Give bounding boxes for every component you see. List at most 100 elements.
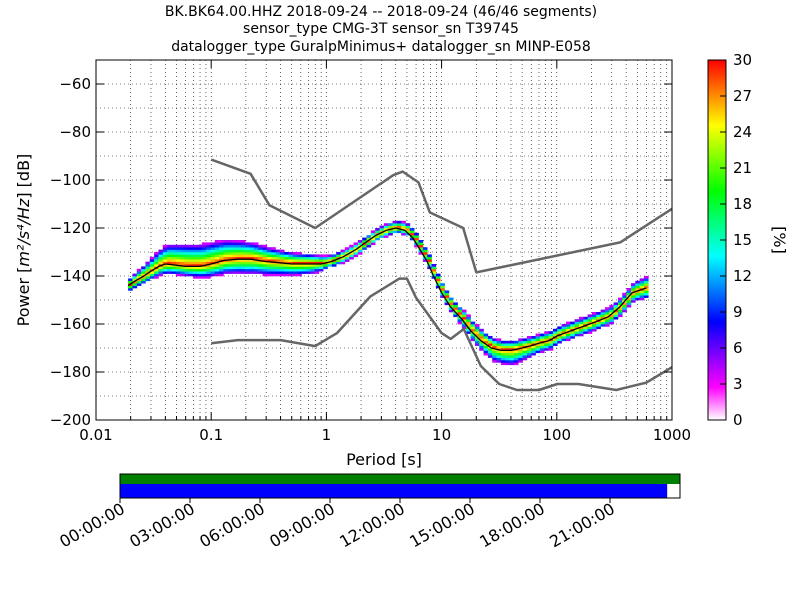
- psd-cell: [353, 247, 359, 250]
- psd-cell: [197, 259, 203, 262]
- psd-cell: [219, 273, 224, 277]
- psd-cell: [253, 271, 259, 274]
- psd-cell: [162, 256, 168, 260]
- psd-cell: [600, 309, 606, 313]
- psd-cell: [206, 254, 211, 258]
- psd-cell: [240, 256, 246, 260]
- psd-cell: [262, 256, 268, 260]
- psd-cell: [132, 283, 138, 286]
- psd-cell: [227, 266, 233, 270]
- psd-cell: [509, 360, 515, 363]
- psd-cell: [600, 319, 606, 322]
- psd-cell: [327, 261, 333, 265]
- psd-cell: [236, 261, 242, 265]
- psd-cell: [197, 249, 203, 253]
- psd-cell: [505, 345, 510, 349]
- psd-cell: [526, 336, 532, 339]
- psd-cell: [236, 254, 242, 258]
- psd-cell: [301, 271, 307, 274]
- psd-cell: [583, 326, 588, 330]
- psd-cell: [240, 254, 246, 258]
- psd-cell: [643, 276, 649, 279]
- psd-cell: [162, 254, 168, 258]
- psd-cell: [297, 254, 302, 258]
- psd-cell: [262, 259, 268, 262]
- psd-cell: [149, 271, 155, 274]
- psd-cell: [210, 244, 216, 248]
- psd-cell: [184, 273, 190, 277]
- psd-cell: [128, 280, 133, 284]
- psd-cell: [223, 261, 229, 265]
- psd-cell: [570, 331, 575, 334]
- colorbar-tick-label: 24: [733, 123, 752, 141]
- psd-cell: [214, 240, 220, 243]
- psd-cell: [197, 266, 203, 270]
- psd-cell: [275, 256, 281, 260]
- psd-cell: [223, 242, 229, 246]
- psd-cell: [201, 252, 207, 255]
- psd-cell: [370, 232, 376, 236]
- psd-cell: [609, 309, 614, 313]
- psd-cell: [175, 271, 181, 274]
- psd-cell: [188, 256, 194, 260]
- psd-cell: [479, 348, 484, 351]
- psd-cell: [271, 264, 276, 267]
- psd-cell: [249, 247, 255, 250]
- psd-cell: [149, 259, 155, 262]
- psd-cell: [639, 285, 645, 289]
- x-tick-label: 1000: [653, 426, 691, 444]
- psd-cell: [522, 355, 528, 358]
- psd-cell: [505, 355, 510, 358]
- psd-cell: [162, 249, 168, 253]
- psd-cell: [223, 256, 229, 260]
- psd-cell: [587, 319, 593, 322]
- psd-cell: [206, 247, 211, 250]
- psd-cell: [578, 321, 584, 325]
- psd-cell: [630, 285, 636, 289]
- psd-plot: 0.01 0.1 1 10 100 1000 −60 −80 −100 −120 −140 −160…: [14, 59, 691, 469]
- psd-cell: [613, 307, 619, 310]
- psd-cell: [513, 343, 519, 346]
- psd-cell: [487, 336, 493, 339]
- psd-cell: [409, 230, 415, 234]
- psd-cell: [639, 280, 645, 284]
- psd-cell: [635, 288, 640, 291]
- psd-cell: [591, 316, 597, 320]
- psd-cell: [158, 271, 164, 274]
- psd-cell: [297, 271, 302, 274]
- psd-cell: [500, 362, 506, 366]
- psd-cell: [440, 288, 445, 291]
- psd-cell: [349, 256, 354, 260]
- psd-cell: [197, 254, 203, 258]
- psd-cell: [184, 256, 190, 260]
- psd-cell: [214, 271, 220, 274]
- psd-cell: [587, 331, 593, 334]
- psd-cell: [201, 276, 207, 279]
- psd-cell: [141, 268, 146, 272]
- psd-cell: [128, 285, 133, 289]
- psd-cell: [578, 333, 584, 337]
- psd-cell: [405, 225, 411, 229]
- psd-cell: [180, 254, 185, 258]
- psd-cell: [596, 324, 601, 327]
- psd-cell: [383, 230, 389, 234]
- psd-cell: [444, 292, 450, 296]
- psd-cell: [466, 328, 471, 332]
- psd-cell: [279, 254, 285, 258]
- psd-cell: [518, 340, 523, 344]
- psd-cell: [258, 268, 263, 272]
- y-axis-label: Power [m²/s⁴/Hz] [dB]: [14, 154, 33, 327]
- psd-cell: [539, 345, 545, 349]
- psd-cell: [461, 314, 467, 318]
- psd-cell: [236, 249, 242, 253]
- psd-cell: [219, 254, 224, 258]
- psd-cell: [513, 362, 519, 366]
- timeline-ticks: 00:00:0003:00:0006:00:0009:00:0012:00:00…: [56, 498, 618, 551]
- psd-cell: [292, 264, 298, 267]
- psd-cell: [327, 256, 333, 260]
- psd-cell: [552, 328, 558, 332]
- psd-cell: [227, 242, 233, 246]
- psd-cell: [357, 249, 363, 253]
- psd-cell: [427, 256, 432, 260]
- psd-cell: [145, 276, 151, 279]
